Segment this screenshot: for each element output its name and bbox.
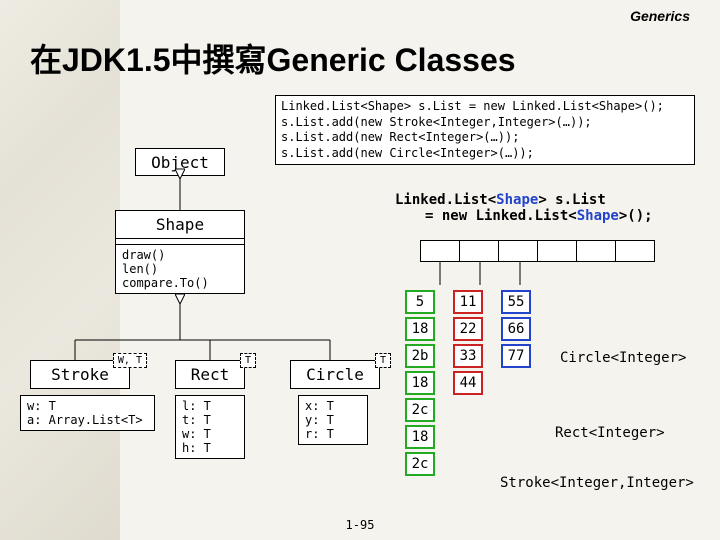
- value-cell: 2c: [405, 452, 435, 476]
- annotation-circle: Circle<Integer>: [560, 350, 686, 366]
- value-cell: 2c: [405, 398, 435, 422]
- value-cell: 18: [405, 371, 435, 395]
- list-cell: [498, 240, 538, 262]
- uml-circle-attrs: x: T y: T r: T: [298, 395, 368, 445]
- code-snippet: Linked.List<Shape> s.List = new Linked.L…: [275, 95, 695, 165]
- uml-attrs: x: T y: T r: T: [299, 396, 367, 444]
- value-cell: 2b: [405, 344, 435, 368]
- uml-class-name: Object: [136, 149, 224, 176]
- value-cell: 22: [453, 317, 483, 341]
- list-cell: [615, 240, 655, 262]
- list-cell: [459, 240, 499, 262]
- uml-methods: draw() len() compare.To(): [116, 245, 244, 293]
- uml-attrs: l: T t: T w: T h: T: [176, 396, 244, 458]
- type-param-circle: T: [375, 353, 391, 368]
- page-title: 在JDK1.5中撰寫Generic Classes: [30, 35, 516, 81]
- value-grid: 5 11 55 18 22 66 2b 33 77 18 44 2c 18 2c: [405, 290, 531, 476]
- type-param-rect: T: [240, 353, 256, 368]
- list-cell: [420, 240, 460, 262]
- annotation-stroke: Stroke<Integer,Integer>: [500, 475, 694, 491]
- uml-stroke: Stroke W, T: [30, 360, 130, 389]
- uml-shape: Shape draw() len() compare.To(): [115, 210, 245, 294]
- section-label: Generics: [630, 8, 690, 24]
- page-number: 1-95: [0, 518, 720, 532]
- list-cell: [576, 240, 616, 262]
- linked-list-visual: [420, 240, 654, 262]
- uml-class-name: Shape: [116, 211, 244, 239]
- value-cell: 5: [405, 290, 435, 314]
- value-cell: 66: [501, 317, 531, 341]
- type-param-stroke: W, T: [113, 353, 147, 368]
- value-cell: 11: [453, 290, 483, 314]
- value-cell: 44: [453, 371, 483, 395]
- value-cell: 18: [405, 425, 435, 449]
- value-cell: 33: [453, 344, 483, 368]
- value-cell: 18: [405, 317, 435, 341]
- annotation-rect: Rect<Integer>: [555, 425, 665, 441]
- uml-rect-attrs: l: T t: T w: T h: T: [175, 395, 245, 459]
- uml-object: Object: [135, 148, 225, 176]
- value-cell: 55: [501, 290, 531, 314]
- uml-stroke-attrs: w: T a: Array.List<T>: [20, 395, 155, 431]
- list-cell: [537, 240, 577, 262]
- uml-class-name: Rect: [176, 361, 244, 388]
- background-texture: [0, 0, 120, 540]
- uml-rect: Rect T: [175, 360, 245, 389]
- uml-class-name: Circle: [291, 361, 379, 388]
- list-caption: Linked.List<Shape> s.List= new Linked.Li…: [395, 192, 653, 224]
- value-cell: 77: [501, 344, 531, 368]
- uml-attrs: w: T a: Array.List<T>: [21, 396, 154, 430]
- uml-circle: Circle T: [290, 360, 380, 389]
